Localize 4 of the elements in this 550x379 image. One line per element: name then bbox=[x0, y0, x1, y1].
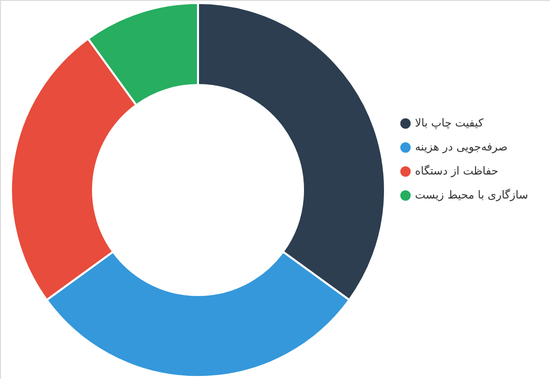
legend-label: کیفیت چاپ بالا bbox=[415, 116, 484, 130]
legend-label: حفاظت از دستگاه bbox=[415, 164, 498, 178]
legend-label: سازگاری با محیط زیست bbox=[415, 188, 528, 202]
legend-label: صرفه‌جویی در هزینه bbox=[415, 140, 508, 154]
